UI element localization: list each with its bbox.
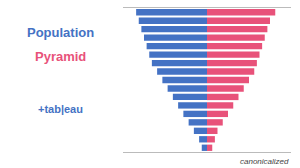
svg-text:Population: Population xyxy=(27,25,94,40)
svg-text:+tab|eau: +tab|eau xyxy=(38,103,83,115)
svg-text:Pyramid: Pyramid xyxy=(35,49,86,64)
svg-text:canonicalized: canonicalized xyxy=(240,157,289,166)
